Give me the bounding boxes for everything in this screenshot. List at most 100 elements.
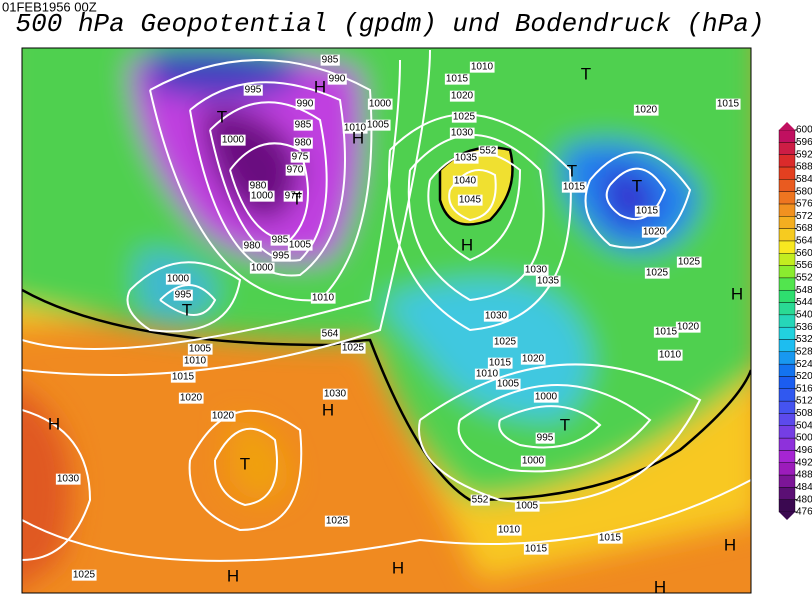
label-background	[492, 336, 518, 348]
colorbar-swatch	[778, 154, 796, 168]
colorbar-tick-label: 500	[796, 433, 812, 444]
colorbar-tick-label: 504	[796, 420, 812, 431]
isobar-label: 1015	[525, 544, 548, 555]
colorbar-swatch	[778, 474, 796, 488]
colorbar-swatch	[778, 388, 796, 402]
label-background	[165, 273, 191, 285]
colorbar-swatch	[778, 376, 796, 389]
colorbar-tick-label: 476	[796, 507, 812, 518]
colorbar-swatch	[778, 129, 796, 143]
isobar-label: 1020	[643, 227, 666, 238]
label-background	[535, 432, 555, 444]
label-background	[55, 473, 81, 485]
isobar-label: 1005	[189, 344, 212, 355]
isobar-label: 1015	[717, 99, 740, 110]
isobar-label: 1025	[453, 112, 476, 123]
colorbar-swatch	[778, 216, 796, 229]
map-frame	[21, 47, 752, 594]
isobar-label: 1010	[471, 62, 494, 73]
isobar-label: 1020	[677, 322, 700, 333]
label-background	[248, 180, 268, 192]
label-background	[715, 98, 741, 110]
label-background	[523, 543, 549, 555]
isobar-label: 1015	[655, 327, 678, 338]
colorbar-tick-label: 560	[796, 248, 812, 259]
geopotential-label: 552	[472, 495, 489, 506]
label-background	[535, 275, 561, 287]
label-background	[320, 54, 340, 66]
pressure-center: H	[461, 235, 473, 254]
label-background	[243, 84, 263, 96]
label-background	[210, 410, 236, 422]
colorbar-swatch	[778, 302, 796, 316]
colorbar-swatch	[778, 425, 796, 439]
isobar-label: 990	[329, 74, 346, 85]
isobar-label: 990	[297, 99, 314, 110]
label-background	[675, 321, 701, 333]
pressure-center: T	[182, 300, 192, 319]
isobar-label: 1025	[646, 268, 669, 279]
label-background	[597, 532, 623, 544]
label-background	[470, 494, 490, 506]
label-background	[533, 391, 559, 403]
colorbar-swatch	[778, 314, 796, 328]
colorbar-tick-label: 552	[796, 273, 812, 284]
isobar-label: 995	[245, 85, 262, 96]
isobar-label: 1000	[535, 392, 558, 403]
isobar-label: 1020	[635, 105, 658, 116]
colorbar-tick-label: 488	[796, 470, 812, 481]
isobar-label: 1005	[516, 501, 539, 512]
colorbar-tick-label: 536	[796, 322, 812, 333]
label-background	[342, 122, 368, 134]
label-background	[365, 119, 391, 131]
isobar-label: 995	[175, 290, 192, 301]
colorbar-swatch	[778, 437, 796, 451]
colorbar-tick-label: 540	[796, 309, 812, 320]
isobar-label: 995	[537, 433, 554, 444]
colorbar-swatch	[778, 400, 796, 414]
colorbar-swatch	[778, 277, 796, 291]
colorbar-tick-label: 600	[796, 125, 812, 136]
label-background	[453, 152, 479, 164]
colorbar-swatch	[778, 413, 796, 426]
isobar-label: 985	[322, 55, 339, 66]
label-background	[641, 226, 667, 238]
colorbar-tick-label: 548	[796, 285, 812, 296]
label-background	[449, 90, 475, 102]
colorbar-tick-label: 532	[796, 334, 812, 345]
label-background	[478, 145, 498, 157]
field	[22, 48, 751, 593]
isobar-label: 1015	[563, 182, 586, 193]
colorbar-tick-label: 492	[796, 457, 812, 468]
isobar-label: 1005	[497, 379, 520, 390]
isobar-label: 1020	[451, 91, 474, 102]
label-background	[220, 134, 246, 146]
pressure-center: T	[581, 64, 591, 83]
isobar-label: 1015	[489, 358, 512, 369]
label-background	[287, 239, 313, 251]
map-title: 500 hPa Geopotential (gpdm) und Bodendru…	[16, 9, 765, 39]
label-background	[487, 357, 513, 369]
colorbar-swatch	[778, 289, 796, 303]
isobar-label: 1005	[367, 120, 390, 131]
label-background	[514, 500, 540, 512]
colorbar-tick-label: 584	[796, 174, 812, 185]
colorbar-swatch	[778, 363, 796, 377]
pressure-center: H	[352, 128, 364, 147]
label-background	[249, 190, 275, 202]
label-background	[495, 378, 521, 390]
label-background	[340, 342, 366, 354]
isobar-label: 985	[272, 235, 289, 246]
isobar-label: 1020	[212, 411, 235, 422]
label-background	[367, 98, 393, 110]
label-background	[173, 289, 193, 301]
isobar-label: 1030	[324, 389, 347, 400]
isobar-label: 1045	[459, 195, 482, 206]
colorbar-tick-label: 496	[796, 445, 812, 456]
isobar-label: 1010	[498, 525, 521, 536]
pressure-center: T	[632, 176, 642, 195]
colorbar-tick-label: 508	[796, 408, 812, 419]
pressure-center: H	[322, 400, 334, 419]
